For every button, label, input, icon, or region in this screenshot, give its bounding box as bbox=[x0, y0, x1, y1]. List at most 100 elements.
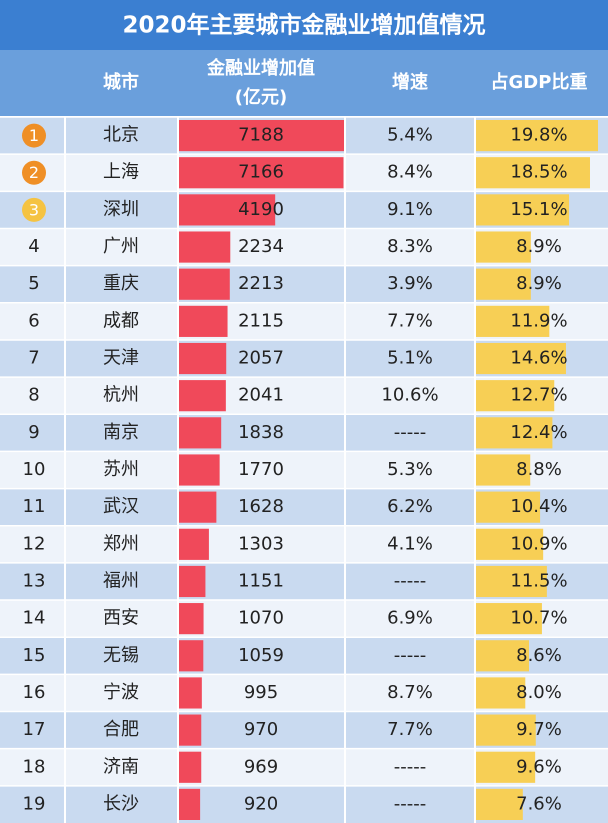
share: 8.9% bbox=[516, 273, 562, 294]
city: 广州 bbox=[103, 236, 139, 257]
value-bar bbox=[179, 268, 230, 300]
growth: 9.1% bbox=[387, 199, 433, 220]
header-cell: (亿元) bbox=[235, 86, 287, 108]
city: 深圳 bbox=[103, 199, 139, 220]
share: 7.6% bbox=[516, 793, 562, 814]
city: 上海 bbox=[103, 162, 139, 183]
value-bar bbox=[179, 528, 209, 560]
share: 11.9% bbox=[510, 310, 567, 331]
value-bar bbox=[179, 342, 227, 375]
city: 武汉 bbox=[103, 496, 139, 517]
city: 天津 bbox=[103, 348, 139, 369]
share-bar bbox=[476, 417, 553, 449]
city: 成都 bbox=[103, 310, 139, 331]
header-cell: 城市 bbox=[103, 71, 139, 93]
header-cell: 占GDP比重 bbox=[491, 71, 588, 93]
rank: 10 bbox=[23, 459, 46, 480]
share: 9.6% bbox=[516, 756, 562, 777]
growth: 5.1% bbox=[387, 348, 433, 369]
growth: 5.3% bbox=[387, 459, 433, 480]
share-bar bbox=[476, 342, 566, 375]
growth: 6.2% bbox=[387, 496, 433, 517]
growth: 8.3% bbox=[387, 236, 433, 257]
city: 宁波 bbox=[103, 682, 139, 703]
share: 15.1% bbox=[510, 199, 567, 220]
city: 无锡 bbox=[103, 645, 139, 666]
city: 西安 bbox=[103, 608, 139, 629]
share: 14.6% bbox=[510, 348, 567, 369]
city: 郑州 bbox=[103, 533, 139, 554]
value: 1151 bbox=[238, 570, 284, 591]
value: 1770 bbox=[238, 459, 284, 480]
growth: 8.7% bbox=[387, 682, 433, 703]
share: 19.8% bbox=[510, 125, 567, 146]
value-bar bbox=[179, 714, 202, 746]
share-bar bbox=[476, 305, 550, 337]
value: 4190 bbox=[238, 199, 284, 220]
header-cell: 金融业增加值 bbox=[206, 57, 315, 79]
rank: 12 bbox=[23, 533, 46, 554]
share-bar bbox=[476, 565, 547, 598]
value: 7166 bbox=[238, 162, 284, 183]
rank: 19 bbox=[23, 793, 46, 814]
growth: 8.4% bbox=[387, 162, 433, 183]
value-bar bbox=[179, 751, 202, 783]
share: 8.0% bbox=[516, 682, 562, 703]
value-bar bbox=[179, 120, 344, 152]
share-bar bbox=[476, 120, 598, 152]
share-bar bbox=[476, 528, 544, 560]
growth: 3.9% bbox=[387, 273, 433, 294]
title-bar bbox=[0, 0, 608, 50]
value: 970 bbox=[244, 719, 278, 740]
share-bar bbox=[476, 603, 542, 635]
city: 合肥 bbox=[103, 719, 139, 740]
growth: ----- bbox=[394, 570, 426, 591]
value: 920 bbox=[244, 793, 278, 814]
value-bar bbox=[179, 603, 204, 635]
share: 8.8% bbox=[516, 459, 562, 480]
rank: 8 bbox=[28, 385, 39, 406]
share: 9.7% bbox=[516, 719, 562, 740]
share-bar bbox=[476, 491, 541, 523]
share-bar bbox=[476, 380, 555, 412]
share: 18.5% bbox=[510, 162, 567, 183]
header-cell: 增速 bbox=[392, 71, 428, 93]
growth: ----- bbox=[394, 793, 426, 814]
rank: 16 bbox=[23, 682, 46, 703]
rank: 2 bbox=[29, 163, 39, 182]
rank: 1 bbox=[29, 126, 39, 145]
value-bar bbox=[179, 417, 222, 449]
value: 995 bbox=[244, 682, 278, 703]
value: 2234 bbox=[238, 236, 284, 257]
city: 福州 bbox=[103, 570, 139, 591]
share: 10.7% bbox=[510, 608, 567, 629]
share-bar bbox=[476, 714, 536, 746]
value: 2115 bbox=[238, 310, 284, 331]
rank: 18 bbox=[23, 756, 46, 777]
share-bar bbox=[476, 194, 570, 226]
growth: 7.7% bbox=[387, 310, 433, 331]
share-bar bbox=[476, 157, 590, 189]
growth: ----- bbox=[394, 422, 426, 443]
rank: 7 bbox=[28, 348, 39, 369]
value: 1303 bbox=[238, 533, 284, 554]
value: 1059 bbox=[238, 645, 284, 666]
value: 2041 bbox=[238, 385, 284, 406]
value-bar bbox=[179, 231, 231, 263]
growth: ----- bbox=[394, 645, 426, 666]
value: 2057 bbox=[238, 348, 284, 369]
value: 969 bbox=[244, 756, 278, 777]
rank: 6 bbox=[28, 310, 39, 331]
value: 1070 bbox=[238, 608, 284, 629]
share-bar bbox=[476, 231, 531, 263]
share: 12.4% bbox=[510, 422, 567, 443]
share: 10.9% bbox=[510, 533, 567, 554]
value-bar bbox=[179, 380, 226, 412]
growth: 6.9% bbox=[387, 608, 433, 629]
growth: 5.4% bbox=[387, 125, 433, 146]
share: 12.7% bbox=[510, 385, 567, 406]
value: 7188 bbox=[238, 125, 284, 146]
share: 11.5% bbox=[510, 570, 567, 591]
rank-badge bbox=[22, 197, 46, 222]
